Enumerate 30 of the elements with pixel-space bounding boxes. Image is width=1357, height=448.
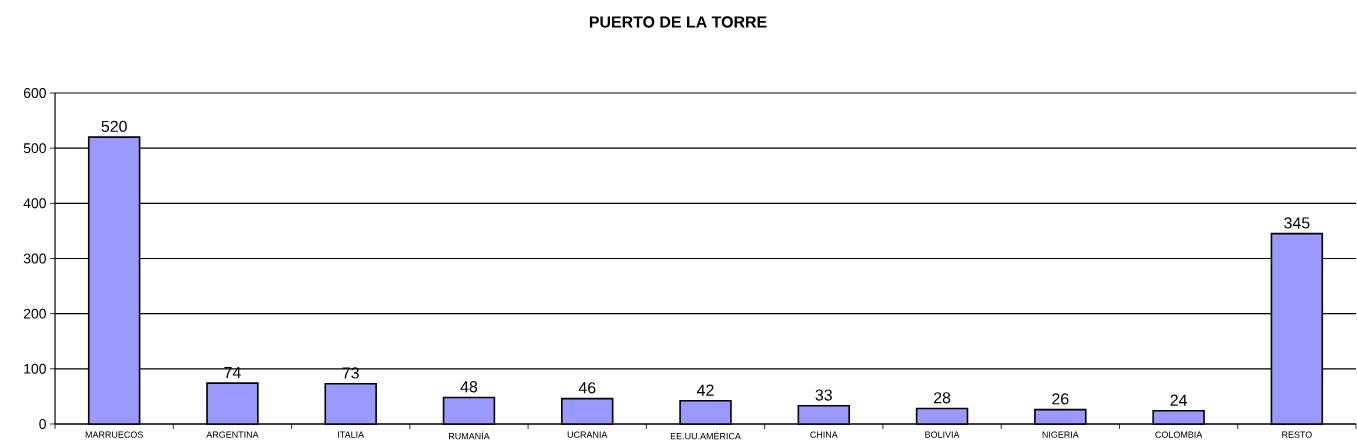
data-label: 74 [224,367,241,379]
x-tick-label: COLOMBIA [1155,431,1203,438]
data-label: 24 [1170,394,1187,406]
x-tick-label: EE.UU.AMÉRICA [670,431,741,440]
data-label: 520 [101,120,127,133]
y-tick-label: 500 [23,143,46,154]
data-label: 345 [1284,217,1310,229]
x-tick-label: NIGERIA [1042,431,1079,438]
data-label: 28 [933,392,951,404]
x-tick-label: UCRANIA [567,431,608,438]
x-tick-label: RESTO [1282,431,1312,438]
x-tick-label: BOLIVIA [925,431,960,438]
data-label: 42 [697,384,714,396]
chart-title: PUERTO DE LA TORRE [589,16,767,28]
data-label: 46 [578,382,596,394]
y-tick-label: 300 [23,253,46,264]
data-label: 48 [460,381,478,393]
data-label: 26 [1052,393,1069,405]
x-tick-label: CHINA [810,431,838,438]
data-label: 33 [815,389,832,401]
x-tick-label: ARGENTINA [206,431,259,438]
y-tick-label: 0 [39,419,46,429]
y-tick-label: 600 [23,88,46,98]
data-label: 73 [342,367,359,379]
y-tick-label: 100 [24,363,46,374]
x-tick-label: MARRUECOS [85,431,143,438]
x-tick-label: RUMANÍA [449,431,490,440]
x-tick-label: ITALIA [338,431,365,438]
y-tick-label: 400 [23,198,46,209]
y-tick-label: 200 [23,308,46,319]
